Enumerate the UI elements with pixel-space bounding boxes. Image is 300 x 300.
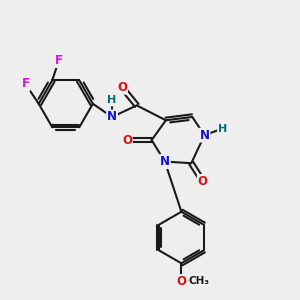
Text: H: H xyxy=(107,95,117,106)
Text: F: F xyxy=(22,77,29,91)
Text: N: N xyxy=(160,155,170,168)
Text: CH₃: CH₃ xyxy=(188,276,209,286)
Text: O: O xyxy=(198,175,208,188)
Text: O: O xyxy=(117,81,127,94)
Text: F: F xyxy=(55,54,63,67)
Text: O: O xyxy=(122,134,132,147)
Text: H: H xyxy=(218,124,227,134)
Text: N: N xyxy=(200,129,209,142)
Text: N: N xyxy=(107,110,117,124)
Text: O: O xyxy=(176,275,186,288)
